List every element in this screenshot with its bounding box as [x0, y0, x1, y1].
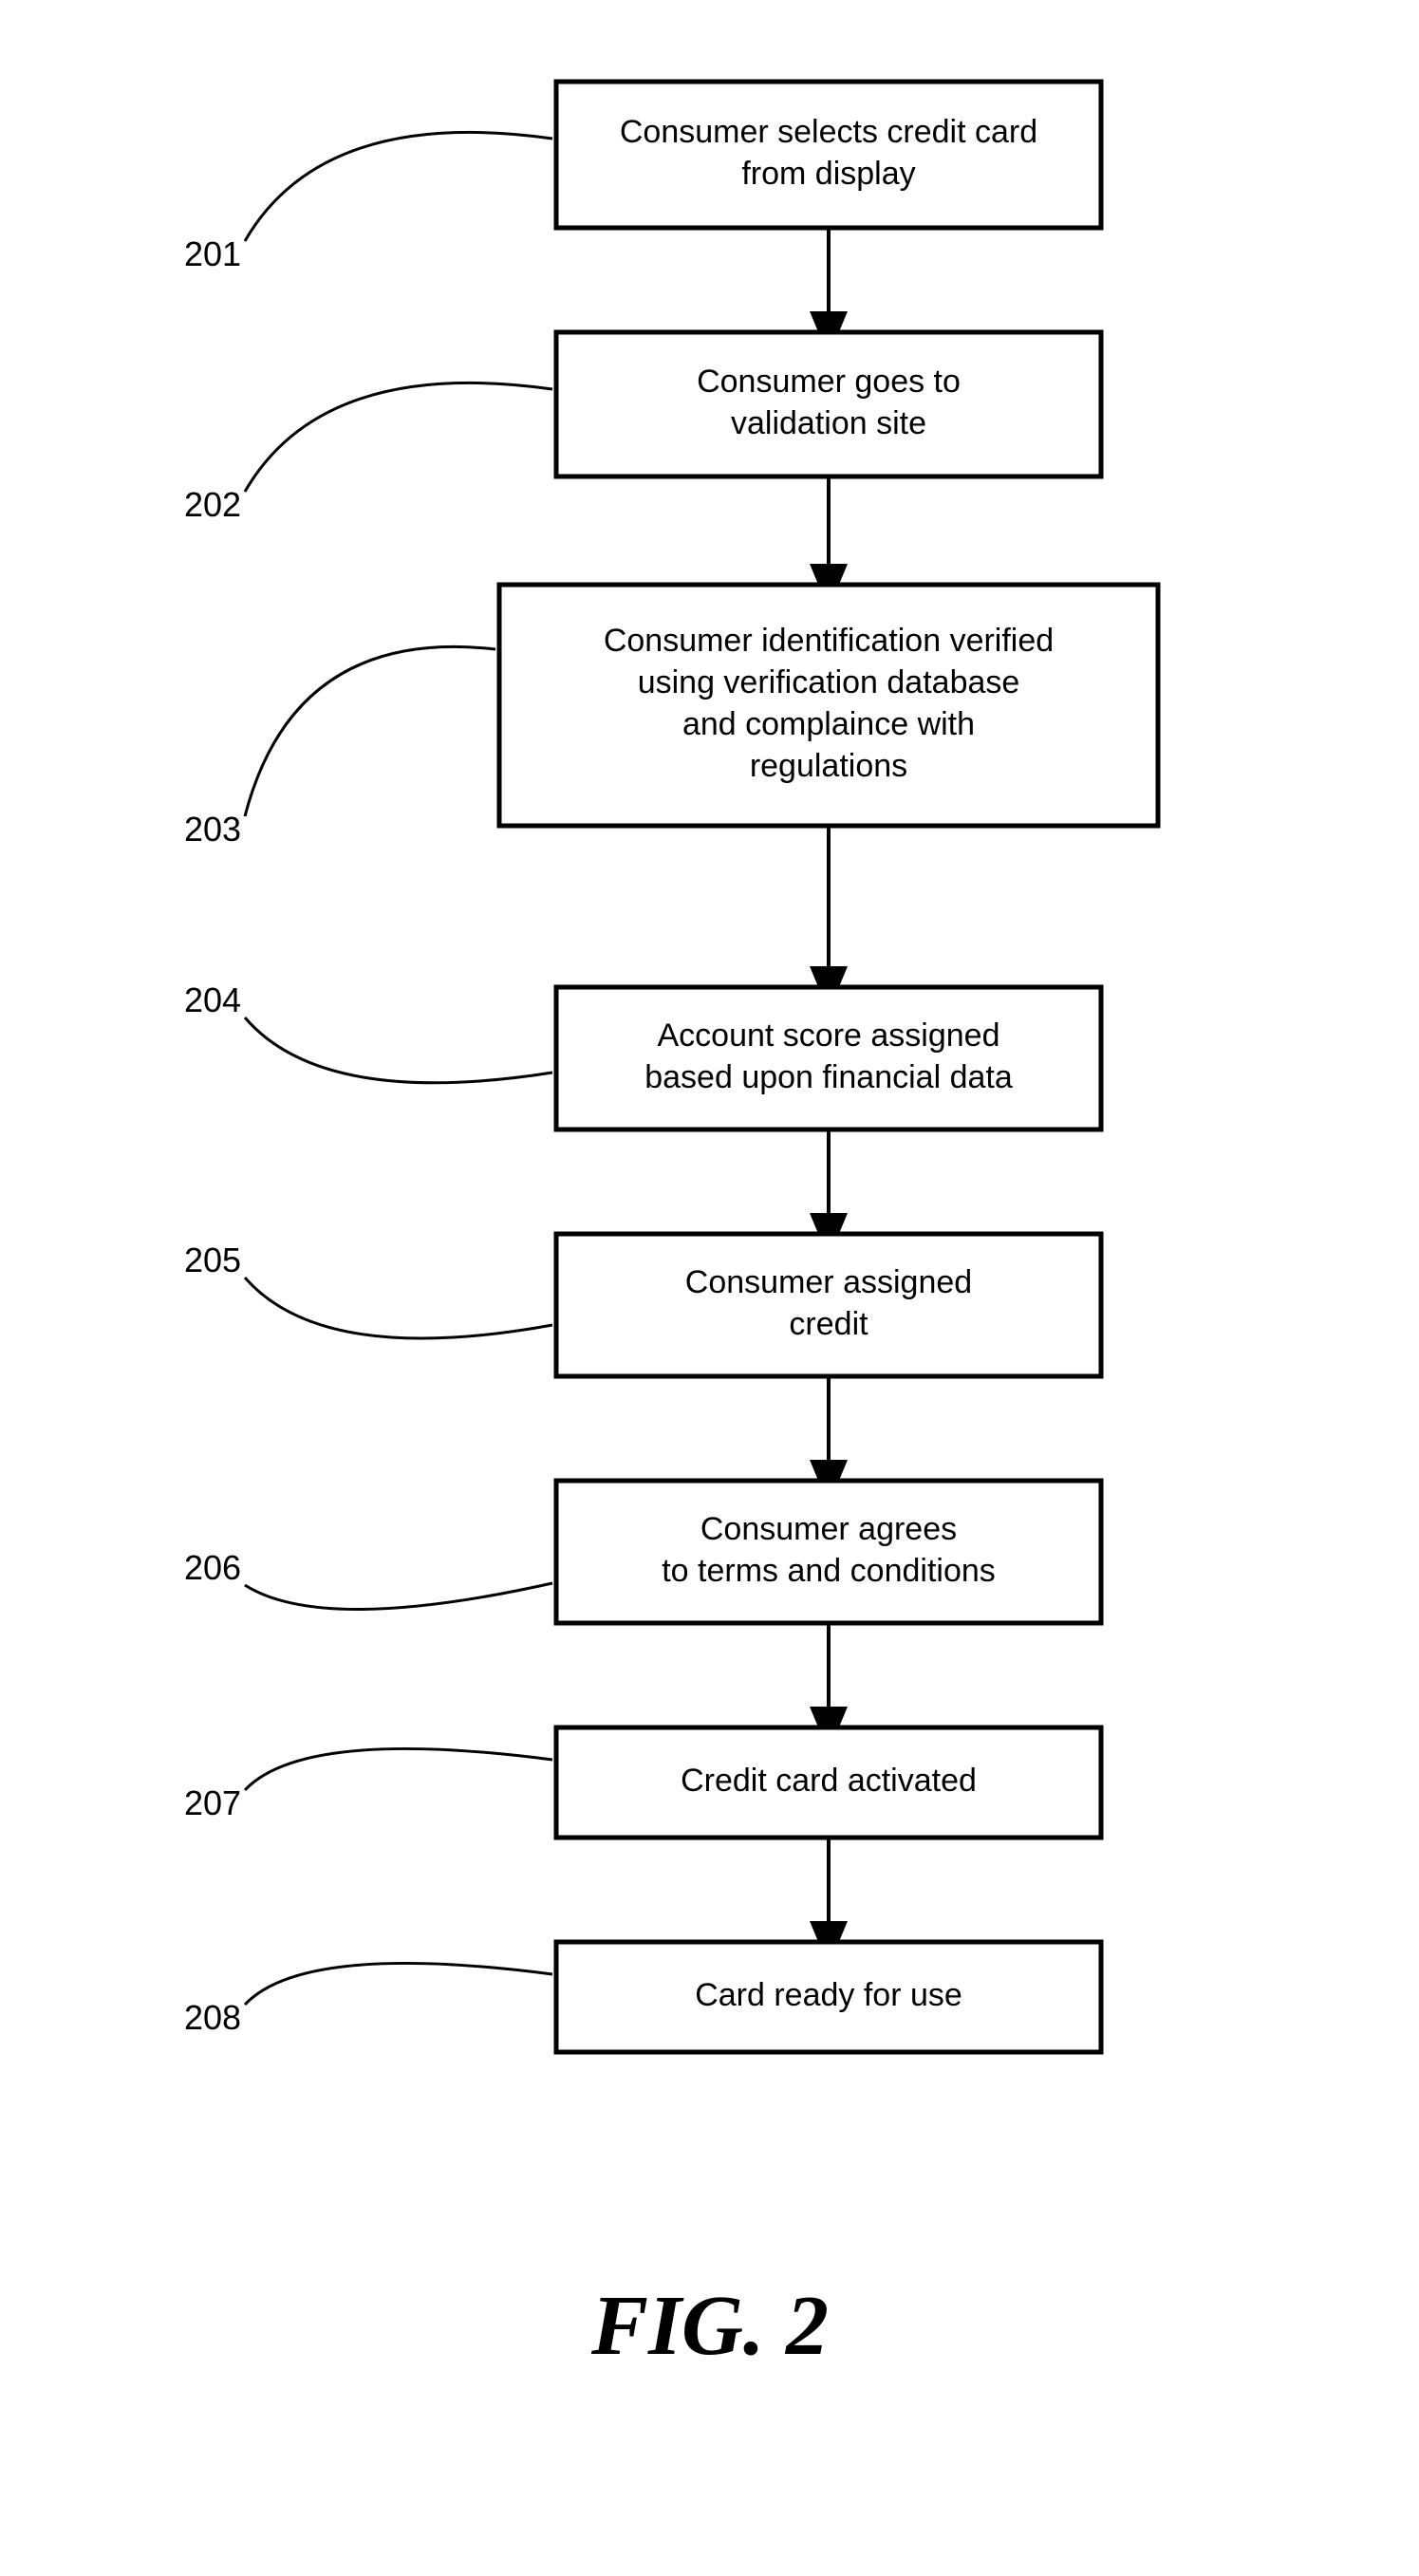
reference-label: 208 — [184, 1998, 241, 2037]
flow-step-text: Consumer goes to — [697, 364, 961, 400]
leader-line — [245, 1748, 552, 1790]
flow-step-202: Consumer goes to validation site 202 — [184, 332, 1101, 524]
flow-step-text: Consumer assigned — [685, 1264, 972, 1300]
flow-step-201: Consumer selects credit card from display… — [184, 82, 1101, 273]
flow-step-207: Credit card activated 207 — [184, 1727, 1101, 1838]
leader-line — [245, 132, 552, 241]
reference-label: 201 — [184, 234, 241, 273]
flow-step-text: credit — [789, 1306, 868, 1342]
flow-step-text: Card ready for use — [695, 1977, 962, 2013]
reference-label: 205 — [184, 1241, 241, 1279]
flow-step-203: Consumer identification verified using ve… — [184, 585, 1158, 849]
leader-line — [245, 1278, 552, 1338]
flow-step-text: to terms and conditions — [662, 1553, 996, 1589]
flow-step-text: Account score assigned — [658, 1017, 1000, 1054]
flow-step-text: Consumer selects credit card — [620, 114, 1037, 150]
leader-line — [245, 646, 495, 816]
leader-line — [245, 1017, 552, 1083]
flow-step-text: Credit card activated — [681, 1763, 977, 1799]
flow-step-text: Consumer agrees — [700, 1511, 957, 1547]
reference-label: 202 — [184, 485, 241, 524]
flow-step-text: and complaince with — [682, 706, 975, 742]
flow-step-206: Consumer agrees to terms and conditions 20… — [184, 1481, 1101, 1623]
figure-title: FIG. 2 — [590, 2279, 829, 2373]
flow-step-205: Consumer assigned credit 205 — [184, 1234, 1101, 1376]
flow-step-text: regulations — [750, 748, 907, 784]
leader-line — [245, 383, 552, 492]
reference-label: 206 — [184, 1548, 241, 1587]
reference-label: 204 — [184, 980, 241, 1019]
flow-step-text: validation site — [731, 405, 926, 441]
leader-line — [245, 1583, 552, 1610]
flow-step-text: using verification database — [638, 664, 1020, 700]
flow-step-204: Account score assigned based upon financi… — [184, 980, 1101, 1129]
flow-step-text: Consumer identification verified — [604, 623, 1054, 659]
leader-line — [245, 1963, 552, 2005]
flowchart-canvas: Consumer selects credit card from display… — [0, 0, 1419, 2576]
flow-step-text: based upon financial data — [644, 1059, 1013, 1095]
flow-step-text: from display — [741, 156, 915, 192]
flow-step-208: Card ready for use 208 — [184, 1942, 1101, 2052]
reference-label: 207 — [184, 1783, 241, 1822]
reference-label: 203 — [184, 810, 241, 849]
